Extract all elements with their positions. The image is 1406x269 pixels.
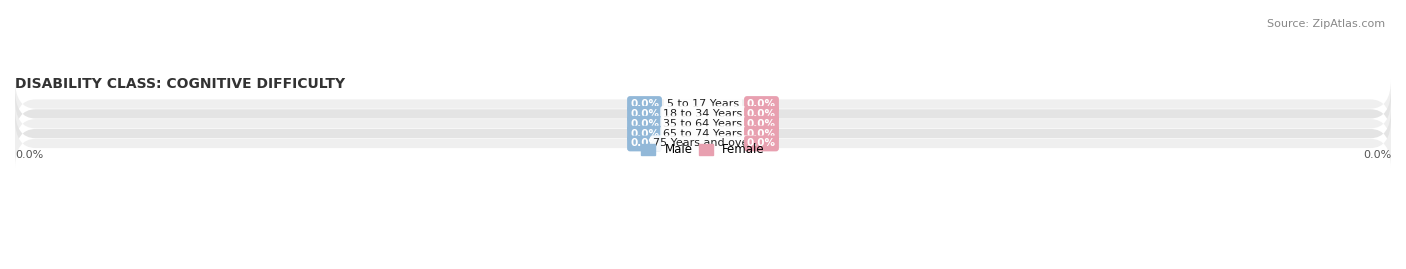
Text: 65 to 74 Years: 65 to 74 Years — [664, 129, 742, 139]
FancyBboxPatch shape — [15, 109, 1391, 158]
Text: 0.0%: 0.0% — [630, 139, 659, 148]
Text: 0.0%: 0.0% — [630, 119, 659, 129]
Text: Source: ZipAtlas.com: Source: ZipAtlas.com — [1267, 19, 1385, 29]
Legend: Male, Female: Male, Female — [637, 139, 769, 161]
Text: 0.0%: 0.0% — [630, 129, 659, 139]
Text: 0.0%: 0.0% — [747, 99, 776, 109]
Text: 0.0%: 0.0% — [15, 150, 44, 160]
Text: 0.0%: 0.0% — [1362, 150, 1391, 160]
Text: 35 to 64 Years: 35 to 64 Years — [664, 119, 742, 129]
Text: 0.0%: 0.0% — [747, 129, 776, 139]
FancyBboxPatch shape — [15, 99, 1391, 149]
FancyBboxPatch shape — [15, 89, 1391, 139]
Text: 18 to 34 Years: 18 to 34 Years — [664, 109, 742, 119]
Text: 0.0%: 0.0% — [747, 119, 776, 129]
Text: 0.0%: 0.0% — [747, 109, 776, 119]
Text: 0.0%: 0.0% — [630, 109, 659, 119]
Text: 75 Years and over: 75 Years and over — [652, 139, 754, 148]
FancyBboxPatch shape — [15, 119, 1391, 168]
Text: 0.0%: 0.0% — [747, 139, 776, 148]
Text: 0.0%: 0.0% — [630, 99, 659, 109]
FancyBboxPatch shape — [15, 79, 1391, 129]
Text: DISABILITY CLASS: COGNITIVE DIFFICULTY: DISABILITY CLASS: COGNITIVE DIFFICULTY — [15, 77, 344, 91]
Text: 5 to 17 Years: 5 to 17 Years — [666, 99, 740, 109]
